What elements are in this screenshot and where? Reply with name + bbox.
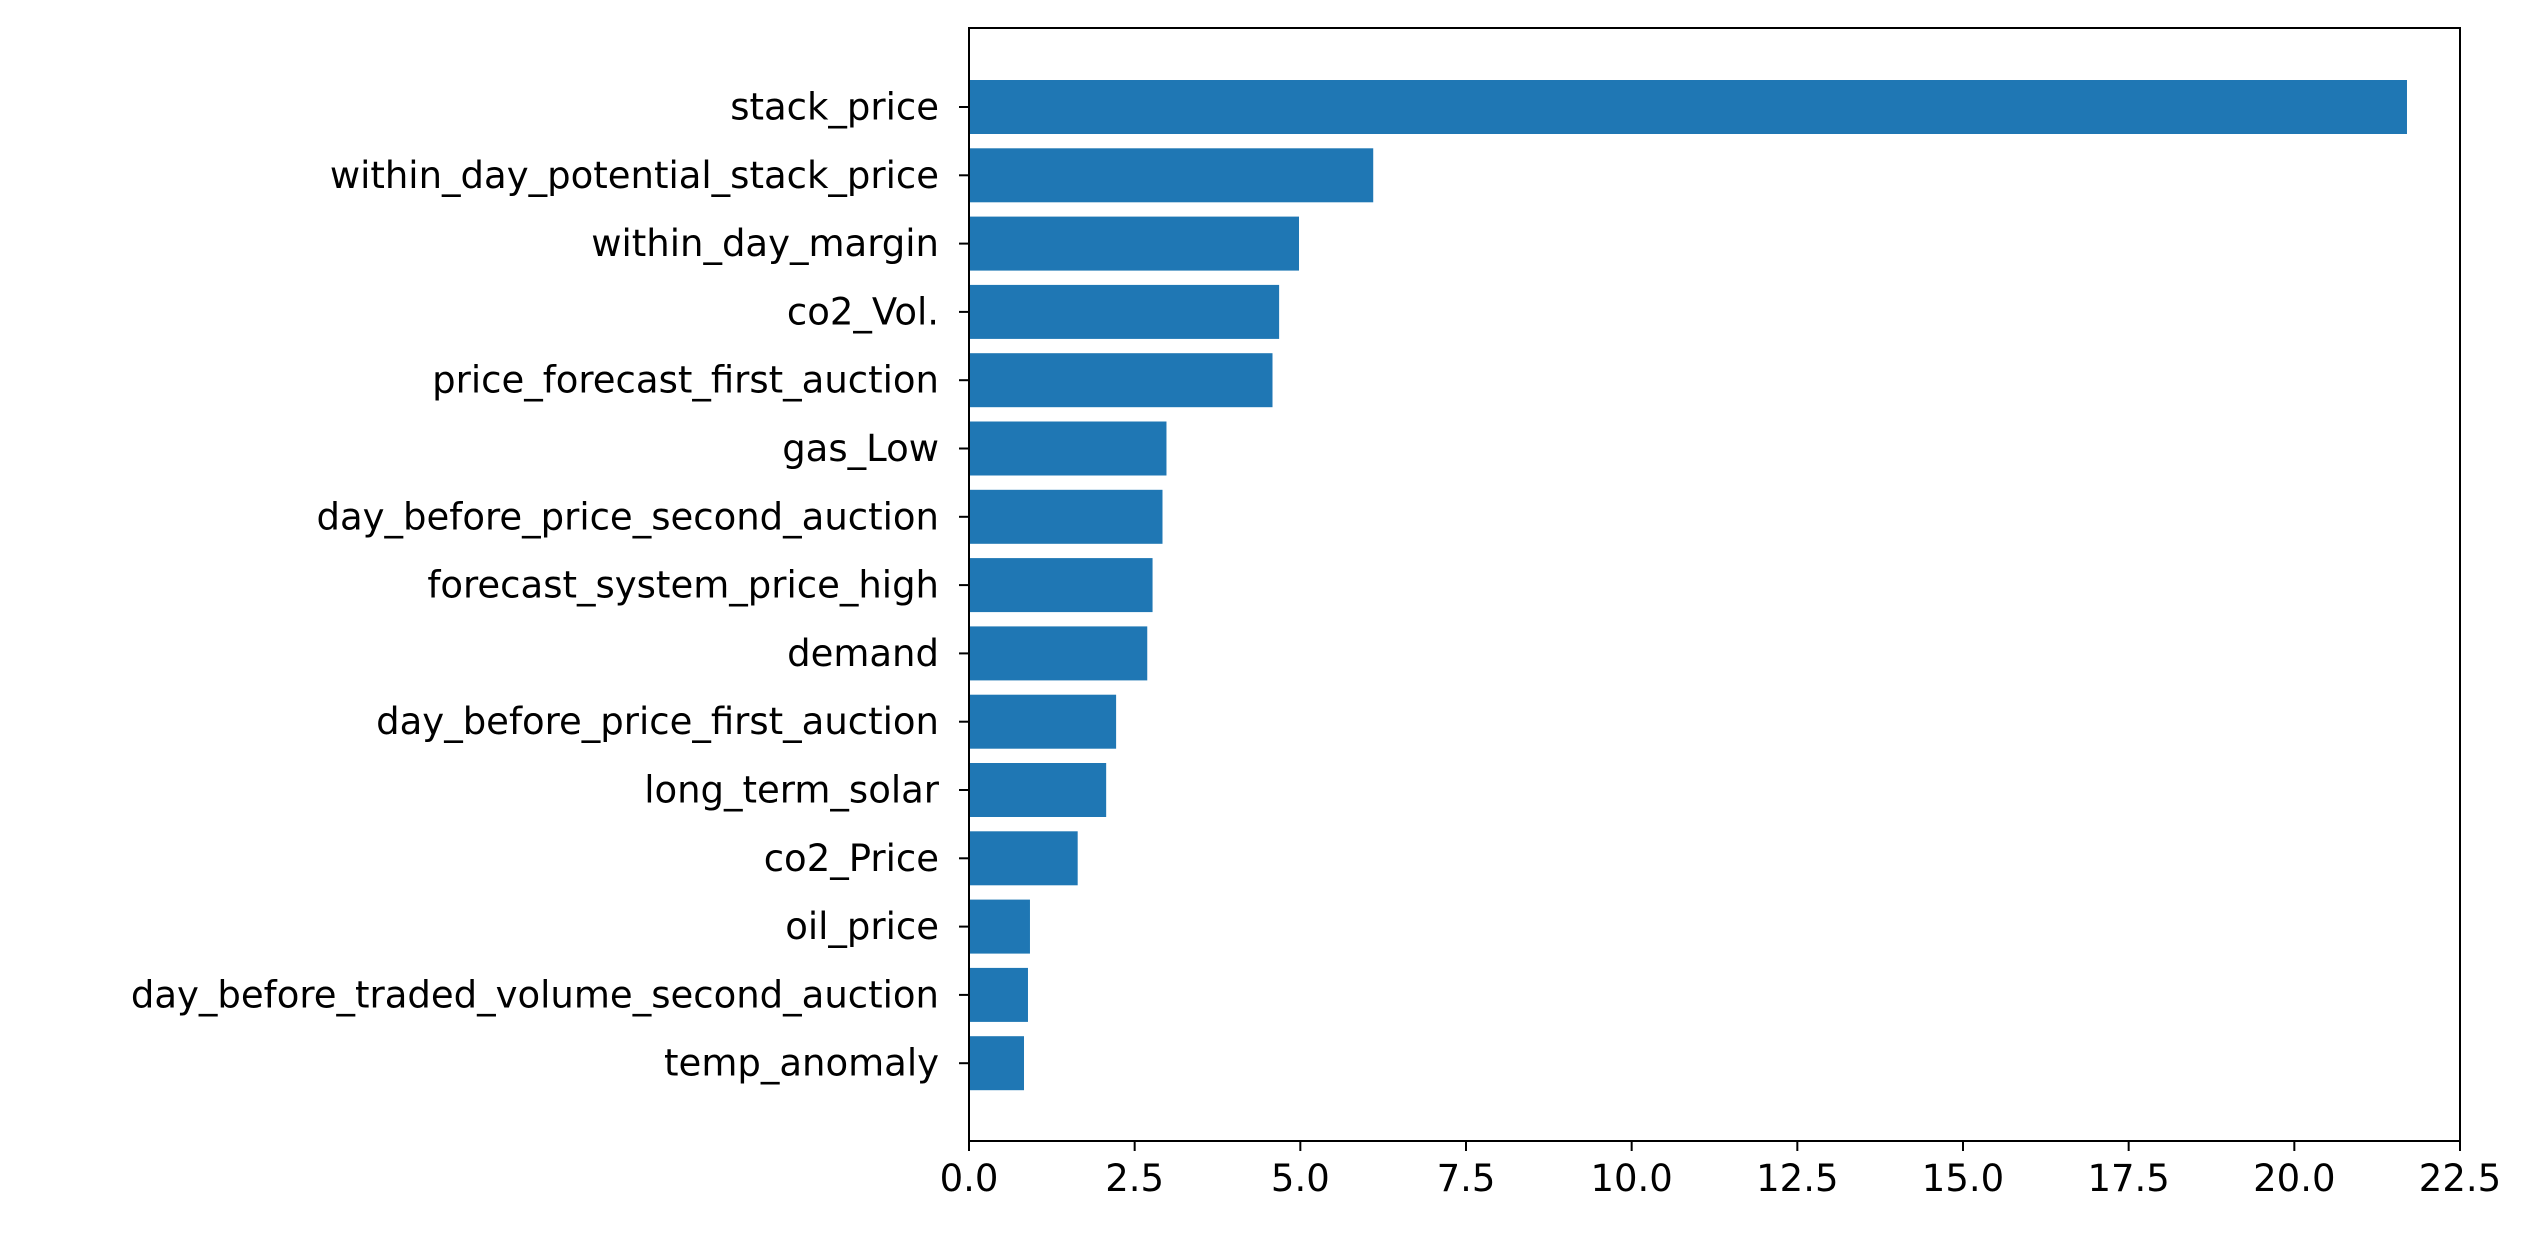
x-tick-label: 12.5 — [1756, 1157, 1838, 1200]
bar-temp-anomaly — [969, 1036, 1025, 1091]
category-label: co2_Vol. — [787, 290, 939, 333]
category-label: within_day_potential_stack_price — [330, 154, 939, 197]
x-tick-label: 20.0 — [2253, 1157, 2335, 1200]
category-label: day_before_traded_volume_second_auction — [131, 973, 939, 1016]
category-label: demand — [787, 632, 939, 675]
bar-long-term-solar — [969, 763, 1107, 817]
category-label: within_day_margin — [591, 222, 939, 265]
category-label: long_term_solar — [644, 769, 940, 812]
bar-co2-price — [969, 831, 1078, 886]
category-label: day_before_price_first_auction — [376, 700, 939, 743]
x-tick-label: 7.5 — [1437, 1157, 1496, 1200]
bar-gas-low — [969, 421, 1167, 476]
category-label: stack_price — [730, 86, 939, 129]
plot-frame — [968, 27, 2461, 1142]
category-label: oil_price — [785, 905, 939, 948]
x-tick-label: 17.5 — [2087, 1157, 2169, 1200]
category-label: gas_Low — [782, 427, 939, 470]
bar-day-before-price-first-auction — [969, 694, 1117, 749]
bars-group — [969, 80, 2407, 1091]
category-label: temp_anomaly — [664, 1042, 939, 1085]
bar-price-forecast-first-auction — [969, 353, 1273, 408]
bar-stack-price — [969, 80, 2407, 134]
bar-day-before-traded-volume-second-auction — [969, 967, 1028, 1022]
category-label: forecast_system_price_high — [427, 564, 939, 607]
category-label: day_before_price_second_auction — [316, 495, 939, 538]
x-tick-label: 5.0 — [1271, 1157, 1330, 1200]
x-tick-label: 22.5 — [2419, 1157, 2501, 1200]
x-ticks-group: 0.0 2.5 5.0 7.5 10.0 12.5 15.0 17.5 20.0 22.5 — [940, 1141, 2501, 1200]
bar-forecast-system-price-high — [969, 558, 1153, 613]
x-tick-label: 10.0 — [1590, 1157, 1672, 1200]
bar-within-day-potential-stack-price — [969, 148, 1374, 203]
bar-within-day-margin — [969, 216, 1300, 271]
category-label: price_forecast_first_auction — [432, 359, 939, 402]
bar-oil-price — [969, 899, 1030, 954]
category-label: co2_Price — [764, 837, 939, 880]
x-tick-label: 2.5 — [1105, 1157, 1164, 1200]
x-tick-label: 0.0 — [940, 1157, 999, 1200]
category-labels-group: stack_price within_day_potential_stack_pr… — [131, 86, 969, 1085]
x-tick-label: 15.0 — [1922, 1157, 2004, 1200]
bar-day-before-price-second-auction — [969, 489, 1163, 544]
bar-co2-vol- — [969, 284, 1280, 339]
bar-demand — [969, 626, 1148, 681]
